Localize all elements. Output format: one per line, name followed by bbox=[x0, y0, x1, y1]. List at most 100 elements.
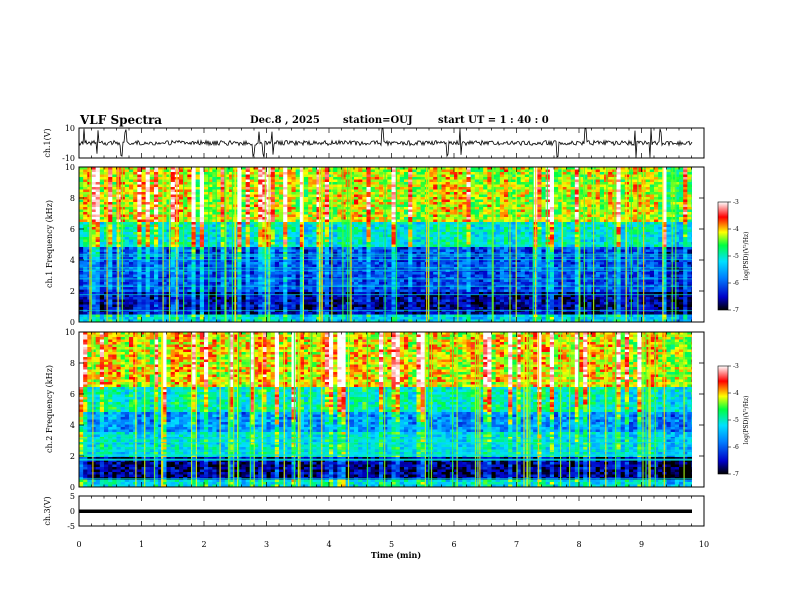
spec1-cell bbox=[337, 314, 342, 318]
spec1-cell bbox=[99, 277, 105, 280]
spec1-cell bbox=[166, 217, 171, 220]
spec1-cell bbox=[237, 304, 242, 308]
spec1-cell bbox=[299, 239, 305, 243]
spec1-cell bbox=[104, 192, 109, 195]
spec1-cell bbox=[112, 209, 117, 213]
spec1-cell bbox=[287, 247, 292, 250]
spec1-cell bbox=[333, 172, 338, 175]
spec1-cell bbox=[295, 267, 301, 270]
spec1-cell bbox=[141, 224, 146, 228]
spec1-cell bbox=[245, 239, 251, 243]
spec1-cell bbox=[312, 259, 317, 263]
spec1-cell bbox=[112, 184, 117, 188]
spec1-cell bbox=[291, 287, 296, 290]
spec1-cell bbox=[116, 174, 121, 178]
spec1-cell bbox=[79, 202, 84, 205]
spec1-cell bbox=[108, 197, 113, 200]
spec1-cell bbox=[199, 312, 205, 315]
spec1-cell bbox=[366, 239, 371, 243]
spec1-cell bbox=[179, 302, 184, 305]
spec1-cell bbox=[337, 189, 342, 193]
spec1-cell bbox=[362, 202, 367, 205]
spec1-cell bbox=[120, 239, 126, 243]
spec1-cell bbox=[270, 224, 276, 228]
spec1-cell bbox=[133, 217, 138, 220]
spec1-cell bbox=[258, 252, 263, 255]
spec1-cell bbox=[129, 177, 134, 180]
spec1-cell bbox=[262, 257, 267, 260]
spec1-cell bbox=[362, 192, 367, 195]
spec1-cell bbox=[316, 239, 321, 243]
spec1-cell bbox=[399, 199, 405, 203]
spec1-cell bbox=[270, 247, 276, 250]
spec1-cell bbox=[108, 202, 113, 205]
spec1-cell bbox=[312, 194, 317, 198]
spec1-cell bbox=[320, 269, 326, 273]
spec1-cell bbox=[195, 269, 201, 273]
spec1-cell bbox=[137, 287, 142, 290]
spec1-cell bbox=[333, 267, 338, 270]
spec1-cell bbox=[312, 294, 317, 298]
spec1-cell bbox=[137, 314, 142, 318]
spec1-cell bbox=[362, 262, 367, 265]
spec1-cell bbox=[291, 192, 296, 195]
spec1-cell bbox=[362, 194, 367, 198]
spec1-cell bbox=[162, 282, 167, 285]
spec1-cell bbox=[83, 297, 88, 300]
spec1-cell bbox=[254, 262, 259, 265]
spec1-cell bbox=[166, 314, 171, 318]
spec1-cell bbox=[95, 249, 101, 253]
spec1-cell bbox=[83, 287, 88, 290]
spec1-cell bbox=[408, 262, 413, 265]
spec1-cell bbox=[137, 224, 142, 228]
spec1-cell bbox=[329, 222, 334, 225]
spec1-cell bbox=[337, 294, 342, 298]
spec1-cell bbox=[195, 237, 201, 240]
spec1-cell bbox=[283, 229, 288, 233]
spec1-cell bbox=[295, 277, 301, 280]
spec1-cell bbox=[179, 214, 184, 218]
spec1-cell bbox=[370, 319, 376, 323]
spec1-cell bbox=[145, 317, 151, 320]
spec1-cell bbox=[274, 289, 280, 293]
spec1-cell bbox=[158, 289, 163, 293]
spec1-cell bbox=[183, 312, 188, 315]
spec1-cell bbox=[408, 189, 413, 193]
spec1-cell bbox=[399, 317, 405, 320]
spec1-cell bbox=[237, 244, 242, 248]
spec1-cell bbox=[241, 234, 246, 238]
spec1-cell bbox=[170, 197, 176, 200]
spec1-cell bbox=[320, 179, 326, 183]
spec1-cell bbox=[324, 257, 330, 260]
spec1-cell bbox=[312, 299, 317, 303]
spec1-cell bbox=[295, 289, 301, 293]
spec1-cell bbox=[179, 244, 184, 248]
spec1-cell bbox=[287, 237, 292, 240]
spec1-cell bbox=[374, 269, 380, 273]
spec1-cell bbox=[91, 202, 96, 205]
spec1-cell bbox=[362, 304, 367, 308]
spec1-cell bbox=[104, 214, 109, 218]
spec1-cell bbox=[149, 169, 155, 173]
spec1-cell bbox=[220, 192, 226, 195]
spec1-cell bbox=[258, 277, 263, 280]
spec1-cell bbox=[387, 197, 392, 200]
spec1-cell bbox=[204, 167, 209, 170]
spec1-cell bbox=[120, 274, 126, 278]
spec1-cell bbox=[137, 252, 142, 255]
spec1-cell bbox=[179, 252, 184, 255]
spec1-cell bbox=[366, 202, 371, 205]
spec1-cell bbox=[216, 249, 221, 253]
spec1-cell bbox=[191, 209, 196, 213]
spec1-cell bbox=[391, 187, 396, 190]
spec1-cell bbox=[241, 252, 246, 255]
spec1-cell bbox=[133, 224, 138, 228]
spec1-cell bbox=[241, 174, 246, 178]
spec1-cell bbox=[83, 217, 88, 220]
spec1-cell bbox=[366, 292, 371, 295]
spec1-cell bbox=[291, 237, 296, 240]
spec1-cell bbox=[237, 317, 242, 320]
spec1-cell bbox=[141, 207, 146, 210]
spec1-cell bbox=[354, 257, 359, 260]
spec1-cell bbox=[166, 239, 171, 243]
